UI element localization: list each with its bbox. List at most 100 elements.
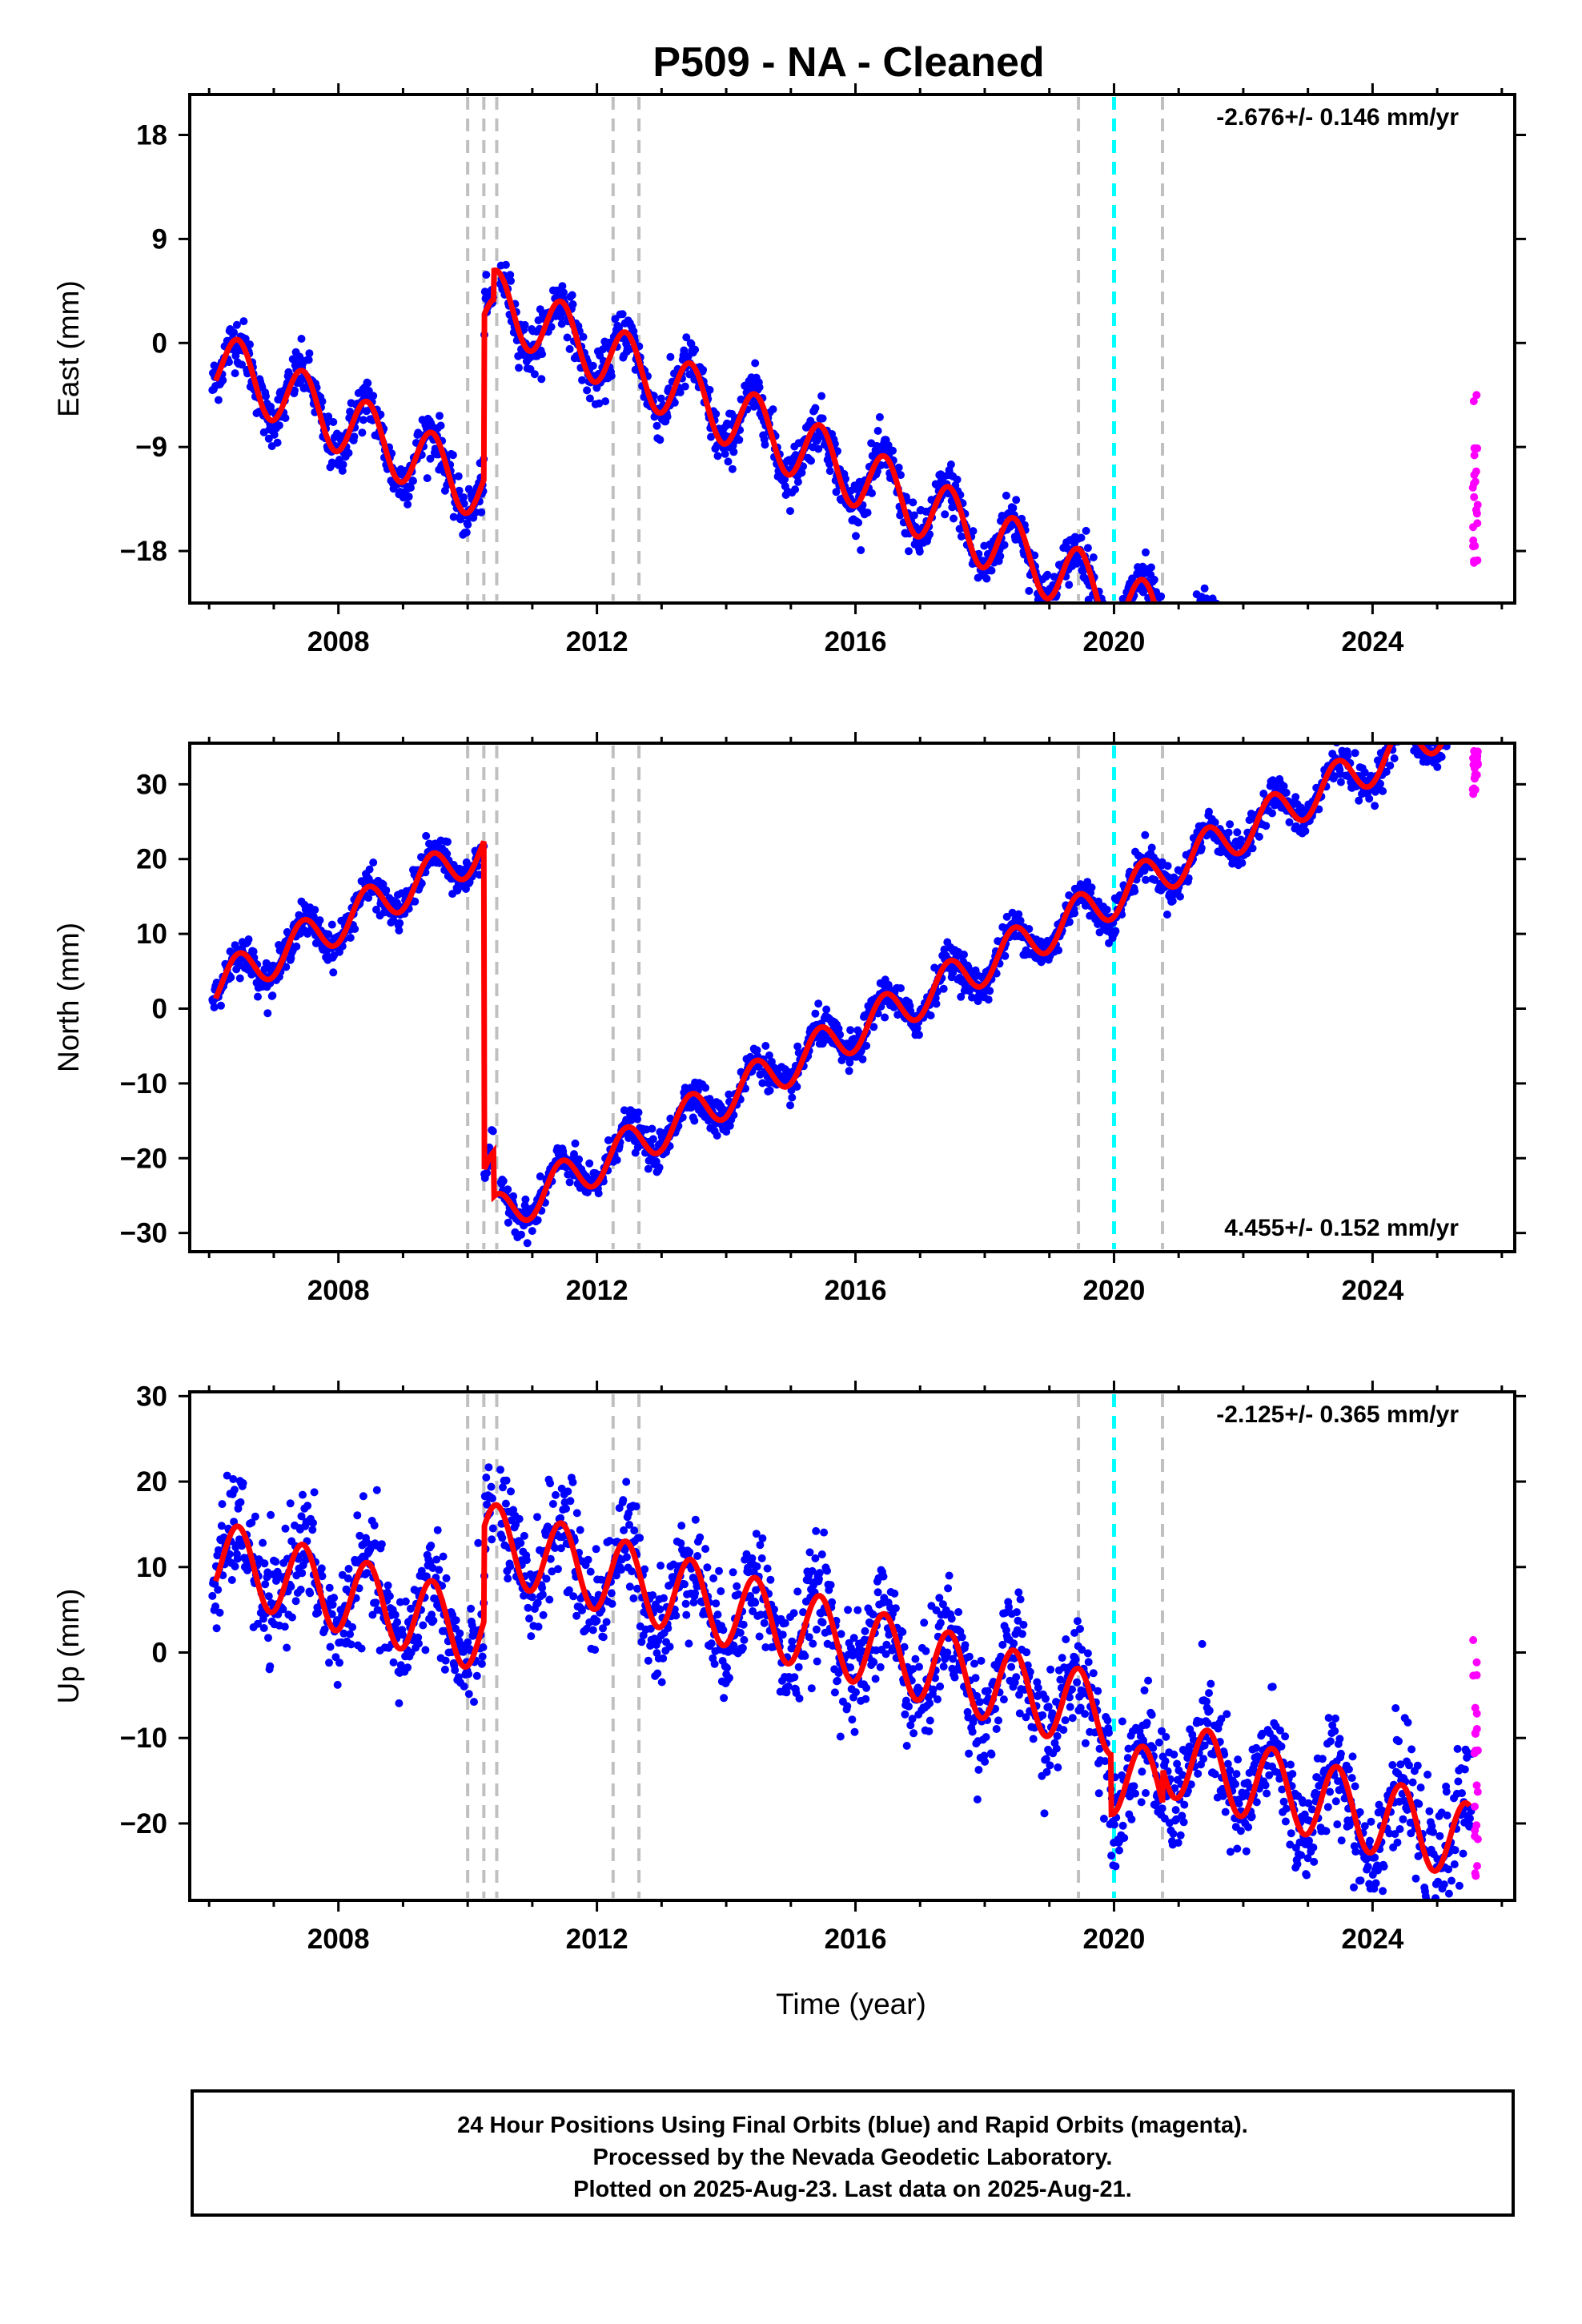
- data-point: [1278, 651, 1286, 659]
- data-point: [1457, 722, 1465, 730]
- data-point: [1401, 697, 1409, 705]
- data-point: [551, 1544, 560, 1552]
- data-point: [1441, 774, 1449, 782]
- data-point: [474, 1538, 483, 1547]
- data-point: [814, 999, 823, 1008]
- data-point: [1401, 721, 1409, 729]
- data-point: [955, 525, 964, 533]
- data-point: [249, 947, 258, 956]
- data-point: [1307, 703, 1315, 711]
- rapid-data-point: [1469, 542, 1477, 551]
- data-point: [1117, 604, 1125, 612]
- y-tick-label: 9: [152, 223, 167, 255]
- data-point: [1452, 717, 1460, 725]
- data-point: [1394, 714, 1402, 722]
- data-point: [1191, 637, 1199, 645]
- data-point: [1154, 624, 1162, 632]
- data-point: [365, 865, 374, 874]
- data-point: [588, 1626, 597, 1634]
- data-point: [1285, 673, 1293, 681]
- data-point: [1223, 645, 1231, 653]
- data-point: [932, 999, 941, 1008]
- data-point: [1443, 717, 1452, 725]
- data-point: [1338, 668, 1346, 676]
- data-point: [382, 886, 391, 895]
- data-point: [1447, 766, 1456, 774]
- data-point: [1396, 694, 1404, 702]
- data-point: [1402, 701, 1410, 709]
- data-point: [429, 1616, 438, 1625]
- data-point: [852, 532, 860, 541]
- data-point: [306, 1589, 315, 1598]
- data-point: [1388, 708, 1396, 716]
- data-point: [1238, 689, 1246, 697]
- data-point: [1439, 771, 1447, 779]
- data-point: [520, 1591, 528, 1600]
- x-tick-label: 2020: [1083, 626, 1146, 657]
- data-point: [231, 369, 239, 378]
- data-point: [436, 421, 445, 430]
- data-point: [1238, 685, 1246, 693]
- data-point: [298, 1569, 307, 1578]
- data-point: [1284, 670, 1292, 678]
- data-point: [1452, 720, 1460, 728]
- data-point: [939, 984, 948, 993]
- data-point: [1267, 620, 1275, 628]
- data-point: [1319, 673, 1327, 682]
- data-point: [1255, 651, 1263, 659]
- data-point: [231, 1562, 239, 1570]
- data-point: [1211, 818, 1219, 826]
- data-point: [1232, 665, 1240, 673]
- data-point: [1342, 690, 1350, 698]
- data-point: [1164, 637, 1172, 645]
- data-point: [482, 1474, 491, 1482]
- data-point: [1209, 630, 1217, 638]
- data-point: [940, 945, 949, 954]
- data-point: [1333, 655, 1341, 663]
- data-point: [765, 1086, 774, 1095]
- data-point: [701, 1084, 710, 1092]
- data-point: [1465, 687, 1473, 695]
- data-point: [1454, 732, 1462, 740]
- data-point: [583, 386, 592, 395]
- data-point: [889, 446, 897, 455]
- data-point: [1275, 654, 1283, 662]
- data-point: [1397, 689, 1405, 697]
- data-point: [414, 1633, 423, 1642]
- data-point: [1462, 721, 1470, 729]
- y-tick-label: −9: [135, 432, 167, 463]
- data-point: [436, 412, 444, 420]
- data-point: [1398, 732, 1406, 740]
- data-point: [1345, 710, 1353, 718]
- data-point: [957, 992, 966, 1001]
- data-point: [411, 897, 420, 906]
- data-point: [1147, 843, 1156, 852]
- data-point: [230, 1486, 239, 1494]
- data-point: [579, 332, 588, 341]
- data-point: [1468, 698, 1476, 706]
- data-point: [1192, 638, 1200, 646]
- data-point: [1258, 657, 1266, 665]
- x-tick-label: 2016: [825, 626, 887, 657]
- data-point: [1391, 729, 1399, 737]
- data-point: [483, 1500, 492, 1509]
- data-point: [534, 1622, 543, 1631]
- data-point: [344, 448, 353, 457]
- data-point: [1343, 751, 1352, 760]
- data-point: [607, 1589, 616, 1598]
- data-point: [267, 1510, 275, 1519]
- rate-annotation: -2.676+/- 0.146 mm/yr: [1216, 104, 1459, 131]
- data-point: [264, 1592, 273, 1601]
- data-point: [1272, 649, 1280, 657]
- data-point: [504, 1218, 512, 1227]
- data-point: [1464, 712, 1472, 720]
- data-point: [1161, 632, 1169, 640]
- data-point: [1288, 700, 1296, 708]
- data-point: [331, 1653, 340, 1662]
- data-point: [1215, 639, 1223, 647]
- data-point: [854, 518, 863, 527]
- data-point: [568, 300, 577, 308]
- data-point: [1230, 693, 1238, 701]
- data-point: [1223, 677, 1231, 686]
- data-point: [1186, 641, 1194, 649]
